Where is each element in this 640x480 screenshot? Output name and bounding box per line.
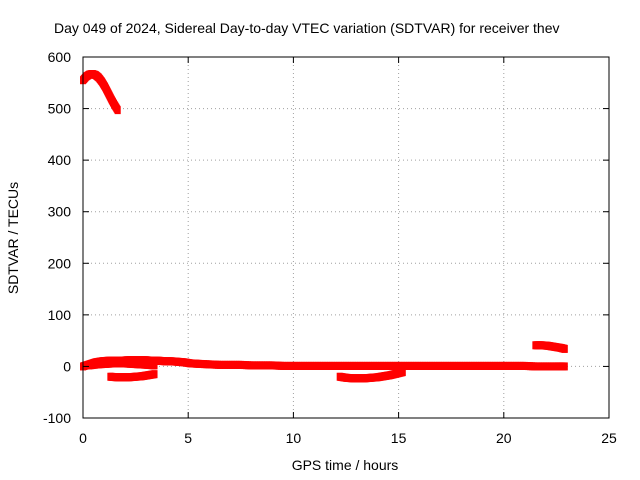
- y-tick-label: 100: [48, 307, 72, 323]
- data-points: [80, 70, 568, 383]
- plot-frame: [82, 56, 610, 419]
- y-tick-label: 300: [48, 204, 72, 220]
- y-tick-label: 400: [48, 152, 72, 168]
- axis-ticks: 0 5 10 15 20 25 -100 0 100 200 300 400 500 600: [43, 49, 617, 446]
- data-point: [151, 370, 158, 379]
- grid-lines: [83, 57, 609, 418]
- x-axis-title: GPS time / hours: [292, 457, 399, 473]
- x-tick-label: 25: [601, 430, 617, 446]
- x-tick-label: 5: [184, 430, 192, 446]
- data-point: [151, 361, 158, 370]
- data-point: [561, 344, 568, 353]
- x-tick-label: 10: [286, 430, 302, 446]
- chart-title: Day 049 of 2024, Sidereal Day-to-day VTE…: [54, 20, 560, 36]
- data-point: [399, 368, 406, 377]
- x-tick-label: 15: [391, 430, 407, 446]
- y-axis-title: SDTVAR / TECUs: [5, 182, 21, 294]
- y-tick-label: 200: [48, 255, 72, 271]
- y-tick-label: 500: [48, 101, 72, 117]
- data-point: [561, 362, 568, 371]
- x-tick-label: 0: [79, 430, 87, 446]
- y-tick-label: 0: [63, 358, 71, 374]
- data-point: [114, 106, 121, 115]
- y-tick-label: -100: [43, 410, 71, 426]
- y-tick-label: 600: [48, 49, 72, 65]
- x-tick-label: 20: [496, 430, 512, 446]
